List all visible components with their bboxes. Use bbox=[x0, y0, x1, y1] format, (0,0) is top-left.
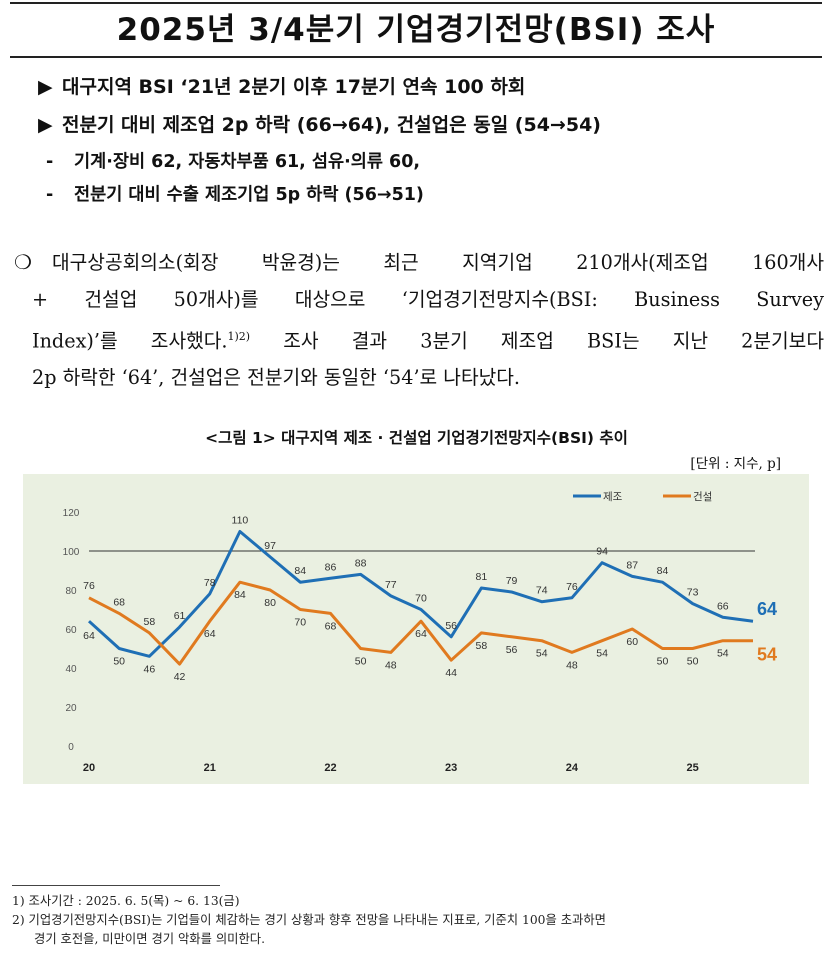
series-line-manufacturing bbox=[87, 530, 754, 658]
subline-2: - 전분기 대비 수출 제조기업 5p 하락 (56→51) bbox=[46, 181, 424, 206]
bsi-line-chart: 0 20 40 60 80 100 120 20 21 22 23 24 25 64 76 50 68 46 58 6… bbox=[23, 474, 809, 784]
data-label-construction: 64 bbox=[204, 628, 216, 640]
data-label-manufacturing: 61 bbox=[174, 610, 186, 622]
triangle-bullet-icon: ▶ bbox=[38, 114, 53, 136]
chart-svg: 0 20 40 60 80 100 120 20 21 22 23 24 25 64 76 50 68 46 58 6… bbox=[63, 491, 777, 774]
data-label-construction: 64 bbox=[415, 628, 427, 640]
paragraph-line-3a: Index)’를 조사했다. bbox=[32, 329, 228, 353]
page-title: 2025년 3/4분기 기업경기전망(BSI) 조사 bbox=[116, 12, 716, 48]
x-year-label: 24 bbox=[566, 762, 579, 774]
y-tick-label: 80 bbox=[65, 586, 77, 597]
footnote-ref[interactable]: 1)2) bbox=[227, 330, 251, 343]
data-label-construction: 68 bbox=[325, 620, 337, 632]
legend-label: 건설 bbox=[693, 491, 712, 503]
data-label-construction: 56 bbox=[506, 644, 518, 656]
end-label-construction: 54 bbox=[757, 645, 777, 665]
data-label-construction: 84 bbox=[234, 589, 246, 601]
end-label-manufacturing: 64 bbox=[757, 599, 777, 619]
y-tick-label: 20 bbox=[65, 703, 77, 714]
triangle-bullet-icon: ▶ bbox=[38, 76, 53, 98]
headline-2: ▶ 전분기 대비 제조업 2p 하락 (66→64), 건설업은 동일 (54→5… bbox=[38, 110, 601, 137]
data-label-manufacturing: 87 bbox=[626, 559, 638, 571]
data-label-manufacturing: 76 bbox=[566, 581, 578, 593]
y-tick-label: 120 bbox=[63, 508, 80, 519]
figure-caption: <그림 1> 대구지역 제조 · 건설업 기업경기전망지수(BSI) 추이 bbox=[205, 429, 628, 447]
footnote-2-continued: 경기 호전을, 미만이면 경기 악화를 의미한다. bbox=[34, 932, 265, 946]
footnote-2: 2) 기업경기전망지수(BSI)는 기업들이 체감하는 경기 상황과 향후 전망… bbox=[12, 913, 606, 927]
paragraph-line-3b: 조사 결과 3분기 제조업 BSI는 지난 2분기보다 bbox=[250, 329, 824, 353]
data-label-manufacturing: 97 bbox=[264, 540, 276, 552]
data-label-construction: 50 bbox=[355, 656, 367, 668]
data-label-construction: 50 bbox=[657, 656, 669, 668]
title-box: 2025년 3/4분기 기업경기전망(BSI) 조사 bbox=[10, 2, 822, 58]
legend-label: 제조 bbox=[603, 491, 623, 503]
subline-2-text: 전분기 대비 수출 제조기업 5p 하락 (56→51) bbox=[74, 185, 424, 205]
data-label-manufacturing: 64 bbox=[83, 630, 95, 642]
headline-1: ▶ 대구지역 BSI ‘21년 2분기 이후 17분기 연속 100 하회 bbox=[38, 72, 525, 99]
x-year-label: 20 bbox=[83, 762, 95, 774]
y-tick-label: 40 bbox=[65, 664, 77, 675]
data-label-construction: 54 bbox=[536, 648, 548, 660]
data-label-construction: 80 bbox=[264, 597, 276, 609]
paragraph-line-1: 대구상공회의소(회장 박윤경)는 최근 지역기업 210개사(제조업 160개사 bbox=[52, 251, 824, 274]
data-label-manufacturing: 78 bbox=[204, 577, 216, 589]
footnote-divider bbox=[12, 885, 220, 886]
subline-1: - 기계·장비 62, 자동차부품 61, 섬유·의류 60, bbox=[46, 148, 420, 173]
data-label-construction: 58 bbox=[144, 616, 156, 628]
data-label-construction: 68 bbox=[113, 596, 125, 608]
headline-1-text: 대구지역 BSI ‘21년 2분기 이후 17분기 연속 100 하회 bbox=[62, 76, 526, 98]
dash-bullet: - bbox=[46, 185, 54, 205]
footnotes: 1) 조사기간 : 2025. 6. 5(목) ~ 6. 13(금) 2) 기업… bbox=[12, 892, 827, 949]
data-label-construction: 42 bbox=[174, 671, 186, 683]
data-label-manufacturing: 77 bbox=[385, 579, 397, 591]
data-label-construction: 58 bbox=[476, 640, 488, 652]
footnote-1: 1) 조사기간 : 2025. 6. 5(목) ~ 6. 13(금) bbox=[12, 894, 240, 908]
paragraph-line-4: 2p 하락한 ‘64’, 건설업은 전분기와 동일한 ‘54’로 나타났다. bbox=[32, 366, 521, 390]
y-tick-label: 0 bbox=[68, 742, 74, 753]
data-label-manufacturing: 86 bbox=[325, 561, 337, 573]
data-label-construction: 44 bbox=[445, 667, 457, 679]
data-label-construction: 54 bbox=[596, 648, 608, 660]
data-label-manufacturing: 56 bbox=[445, 620, 457, 632]
data-label-manufacturing: 73 bbox=[687, 587, 699, 599]
data-label-manufacturing: 94 bbox=[596, 546, 608, 558]
data-label-manufacturing: 88 bbox=[355, 557, 367, 569]
y-tick-label: 100 bbox=[63, 547, 80, 558]
data-label-manufacturing: 110 bbox=[232, 515, 249, 527]
circle-bullet-icon: ❍ bbox=[14, 250, 32, 274]
y-tick-label: 60 bbox=[65, 625, 77, 636]
data-label-construction: 50 bbox=[687, 656, 699, 668]
data-label-construction: 60 bbox=[626, 636, 638, 648]
data-label-construction: 48 bbox=[385, 659, 397, 671]
x-year-label: 23 bbox=[445, 762, 457, 774]
data-label-construction: 54 bbox=[717, 648, 729, 660]
dash-bullet: - bbox=[46, 152, 54, 172]
data-label-manufacturing: 84 bbox=[657, 565, 669, 577]
x-year-label: 22 bbox=[324, 762, 336, 774]
data-label-manufacturing: 50 bbox=[113, 656, 125, 668]
data-label-manufacturing: 79 bbox=[506, 575, 518, 587]
data-label-construction: 76 bbox=[83, 580, 95, 592]
figure-unit: [단위 : 지수, p] bbox=[690, 456, 781, 472]
paragraph-line-3: Index)’를 조사했다.1)2) 조사 결과 3분기 제조업 BSI는 지난… bbox=[14, 318, 824, 359]
series-line-construction bbox=[88, 580, 753, 666]
data-label-manufacturing: 84 bbox=[294, 565, 306, 577]
body-paragraph: ❍ 대구상공회의소(회장 박윤경)는 최근 지역기업 210개사(제조업 160… bbox=[14, 244, 824, 396]
headline-2-text: 전분기 대비 제조업 2p 하락 (66→64), 건설업은 동일 (54→54… bbox=[62, 114, 601, 136]
data-label-manufacturing: 66 bbox=[717, 600, 729, 612]
data-label-manufacturing: 46 bbox=[144, 663, 156, 675]
data-label-manufacturing: 70 bbox=[415, 593, 427, 605]
x-year-label: 25 bbox=[687, 762, 699, 774]
data-label-manufacturing: 81 bbox=[476, 571, 488, 583]
data-label-construction: 70 bbox=[294, 617, 306, 629]
x-year-label: 21 bbox=[204, 762, 216, 774]
paragraph-line-2: + 건설업 50개사)를 대상으로 ‘기업경기전망지수(BSI: Busines… bbox=[32, 288, 824, 311]
subline-1-text: 기계·장비 62, 자동차부품 61, 섬유·의류 60, bbox=[74, 152, 421, 172]
data-label-construction: 48 bbox=[566, 659, 578, 671]
data-label-manufacturing: 74 bbox=[536, 585, 548, 597]
